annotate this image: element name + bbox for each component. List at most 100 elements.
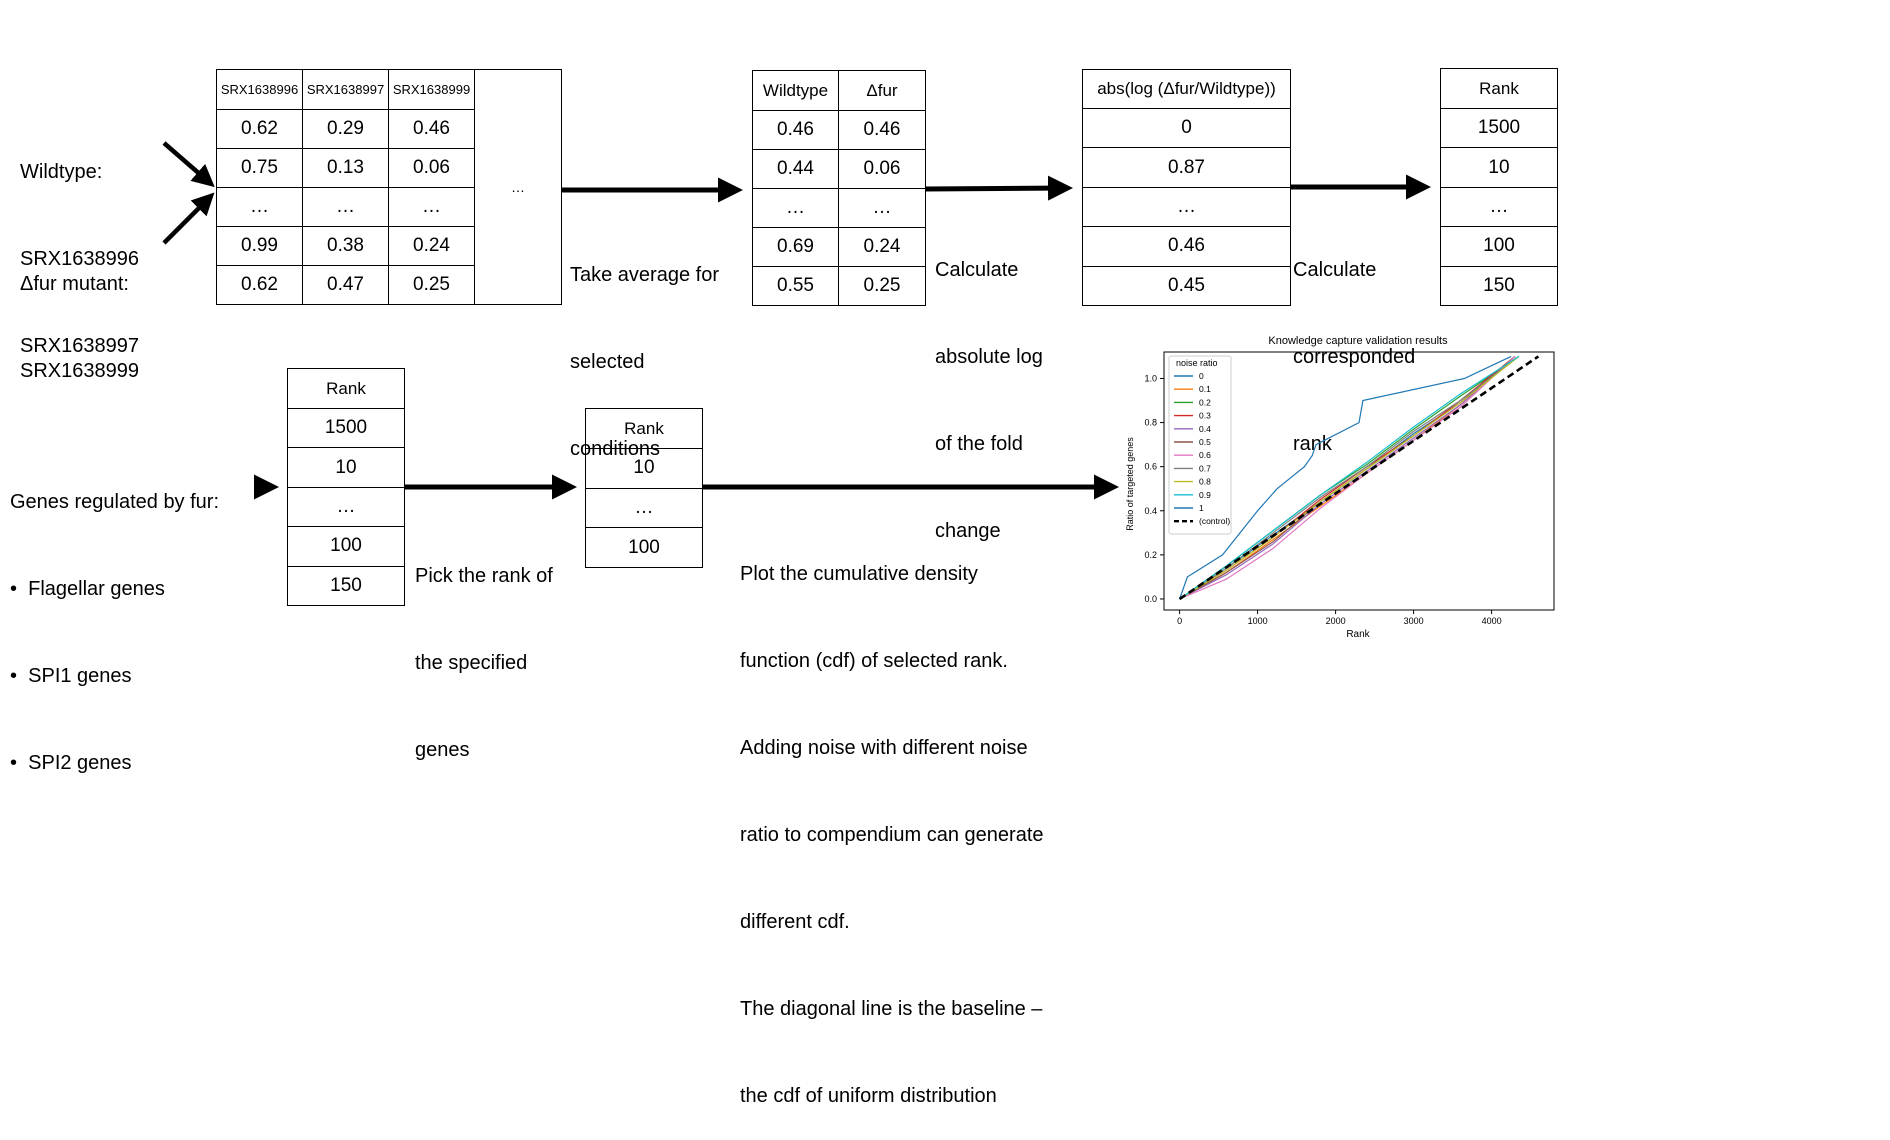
table-cell: 0.24: [388, 226, 475, 266]
step-pick-text: Pick the rank of the specified genes: [415, 504, 553, 794]
table2-header-wildtype: Wildtype: [752, 70, 839, 111]
table-cell: …: [752, 188, 839, 228]
wildtype-sample-2: SRX1638997: [20, 335, 139, 357]
table3-header: abs(log (Δfur/Wildtype)): [1082, 69, 1291, 109]
table-cell: 150: [1440, 265, 1558, 307]
fur-genes-block: Genes regulated by fur: • Flagellar gene…: [10, 430, 219, 807]
table-cell: 0.62: [216, 265, 303, 305]
step-plot-line-6: The diagonal line is the baseline –: [740, 998, 1043, 1020]
table-cell: 0.46: [1082, 226, 1291, 267]
arrow-step-log: [924, 175, 1073, 201]
average-expression-table: Wildtype Δfur 0.46 0.46 0.44 0.06 …… 0.69 0…: [752, 70, 926, 306]
list-item: • Flagellar genes: [10, 575, 219, 604]
wildtype-sample-1: SRX1638996: [20, 248, 139, 270]
x-tick-label: 0: [1177, 616, 1182, 626]
step-log-line-2: absolute log: [935, 346, 1043, 368]
legend-label: (control): [1199, 516, 1230, 526]
table-cell: 0: [1082, 107, 1291, 149]
y-tick-label: 0.6: [1144, 462, 1157, 472]
gene-item-flagellar: Flagellar genes: [28, 578, 165, 600]
table-cell: 100: [585, 527, 703, 568]
rank-table: Rank 1500 10 … 100 150: [1440, 68, 1558, 307]
table-cell: 0.45: [1082, 265, 1291, 307]
table-cell: …: [838, 188, 926, 228]
table-cell: 10: [1440, 147, 1558, 188]
x-tick-label: 2000: [1326, 616, 1346, 626]
x-tick-label: 3000: [1404, 616, 1424, 626]
table-cell: 0.24: [838, 227, 926, 267]
table1-header-1: SRX1638996: [216, 69, 303, 110]
arrow-wildtype-to-table: [162, 141, 215, 188]
table-cell: 0.29: [302, 109, 389, 149]
y-tick-label: 1.0: [1144, 373, 1157, 383]
legend-label: 0.8: [1199, 477, 1211, 487]
step-log-line-3: of the fold: [935, 433, 1023, 455]
table-cell: …: [1440, 186, 1558, 228]
step-pick-line-3: genes: [415, 739, 470, 761]
bullet: •: [10, 578, 18, 600]
table-cell: 0.46: [388, 109, 475, 149]
arrow-mutant-to-table: [162, 192, 215, 245]
table2-header-mutant: Δfur: [838, 70, 926, 111]
table-cell: 0.87: [1082, 147, 1291, 188]
table4-header: Rank: [1440, 68, 1558, 109]
y-tick-label: 0.4: [1144, 506, 1157, 516]
legend-label: 0.6: [1199, 450, 1211, 460]
y-tick-label: 0.2: [1144, 550, 1157, 560]
table-cell: 0.46: [752, 110, 839, 150]
legend-label: 0.1: [1199, 384, 1211, 394]
step-rank-line-1: Calculate: [1293, 259, 1377, 281]
bullet: •: [10, 665, 18, 687]
step-average-line-2: selected: [570, 351, 645, 373]
table-cell: 0.46: [838, 110, 926, 150]
step-log-line-4: change: [935, 520, 1001, 542]
chart-legend: noise ratio 0 0.1 0.2 0.3 0.4 0.5 0.6 0.7 0.8 0.9…: [1168, 355, 1232, 535]
x-tick-label: 1000: [1248, 616, 1268, 626]
step-plot-line-7: the cdf of uniform distribution: [740, 1085, 997, 1107]
table-cell: 0.55: [752, 266, 839, 306]
step-plot-line-4: ratio to compendium can generate: [740, 824, 1044, 846]
step-plot-line-2: function (cdf) of selected rank.: [740, 650, 1008, 672]
table-cell: 0.75: [216, 148, 303, 188]
chart-xlabel: Rank: [1346, 629, 1370, 640]
y-tick-label: 0.8: [1144, 418, 1157, 428]
wildtype-label-block: Wildtype: SRX1638996 SRX1638997: [20, 100, 139, 390]
legend-label: 0: [1199, 371, 1204, 381]
gene-item-spi1: SPI1 genes: [28, 665, 132, 687]
legend-label: 0.2: [1199, 397, 1211, 407]
table-cell: …: [216, 187, 303, 227]
table-cell: 0.99: [216, 226, 303, 266]
step-rank-line-3: rank: [1293, 433, 1332, 455]
table-cell: …: [287, 486, 405, 528]
log-fold-change-table: abs(log (Δfur/Wildtype)) 0 0.87 … 0.46 0…: [1082, 69, 1291, 307]
legend-label: 0.3: [1199, 411, 1211, 421]
legend-title: noise ratio: [1176, 358, 1218, 368]
mutant-sample-1: SRX1638999: [20, 360, 139, 382]
table-cell: 0.06: [388, 148, 475, 188]
step-average-line-1: Take average for: [570, 264, 719, 286]
step-rank-line-2: corresponded: [1293, 346, 1416, 368]
table5-header: Rank: [287, 368, 405, 409]
step-plot-line-5: different cdf.: [740, 911, 850, 933]
wildtype-label: Wildtype:: [20, 161, 103, 183]
table6-header: Rank: [585, 408, 703, 449]
table1-extra-column: …: [474, 69, 562, 305]
legend-label: 0.5: [1199, 437, 1211, 447]
table-cell: …: [302, 187, 389, 227]
step-plot-text: Plot the cumulative density function (cd…: [740, 502, 1044, 1140]
step-rank-text: Calculate corresponded rank: [1293, 198, 1415, 488]
step-log-text: Calculate absolute log of the fold chang…: [935, 198, 1043, 575]
table-cell: 0.47: [302, 265, 389, 305]
mutant-label: Δfur mutant:: [20, 273, 129, 295]
step-pick-line-1: Pick the rank of: [415, 565, 553, 587]
rank-table-full: Rank 1500 10 … 100 150: [287, 368, 405, 607]
list-item: • SPI2 genes: [10, 749, 219, 778]
table-cell: 10: [287, 447, 405, 488]
bullet: •: [10, 752, 18, 774]
table-cell: 0.25: [838, 266, 926, 306]
table-cell: 100: [287, 526, 405, 567]
fur-genes-title: Genes regulated by fur:: [10, 491, 220, 513]
mutant-label-block: Δfur mutant: SRX1638999: [20, 212, 139, 415]
table-cell: 0.13: [302, 148, 389, 188]
step-pick-line-2: the specified: [415, 652, 528, 674]
